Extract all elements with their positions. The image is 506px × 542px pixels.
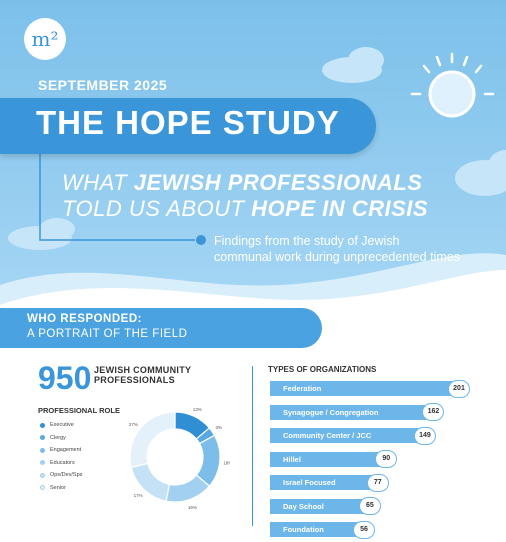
page-title: THE HOPE STUDY <box>36 104 340 141</box>
findings-text: Findings from the study of Jewish <box>214 234 400 248</box>
org-bar-label: Israel Focused <box>283 478 336 487</box>
org-bar-label: Synagogue / Congregation <box>283 407 379 417</box>
legend-item: Senior <box>40 485 66 491</box>
subtitle-bold: HOPE IN CRISIS <box>251 196 429 221</box>
org-bar-value: 162 <box>422 403 445 421</box>
sky-background <box>0 0 506 330</box>
donut-slice-label: 18% <box>223 460 230 465</box>
logo[interactable]: m² <box>24 18 66 60</box>
donut-slice-label: 3% <box>215 425 222 430</box>
legend-swatch <box>40 422 45 428</box>
legend-swatch <box>40 447 45 453</box>
donut-slice-label: 16% <box>188 505 197 510</box>
subtitle-pre: WHAT <box>62 170 134 195</box>
org-bar-value: 90 <box>375 450 398 468</box>
legend-label: Clergy <box>50 434 66 441</box>
legend-label: Educators <box>50 459 75 466</box>
org-bar-value: 56 <box>353 520 375 539</box>
legend-swatch <box>40 435 45 440</box>
legend-label: Engagement <box>50 447 82 453</box>
org-bar-value: 201 <box>448 379 470 398</box>
report-date: SEPTEMBER 2025 <box>38 77 168 93</box>
donut-slice <box>129 411 176 469</box>
divider <box>252 366 253 526</box>
subtitle-bold: JEWISH PROFESSIONALS <box>133 170 423 195</box>
org-bar-label: Federation <box>283 384 322 393</box>
legend-label: Executive <box>50 422 74 428</box>
org-bar-value: 65 <box>358 497 381 515</box>
findings-text: communal work during unprecedented times <box>214 250 460 264</box>
org-bar-label: Hillel <box>283 454 301 464</box>
legend-item: Clergy <box>40 435 66 441</box>
role-chart-title: PROFESSIONAL ROLE <box>38 406 120 415</box>
legend-item: Ops/Dev/Sps <box>40 472 82 478</box>
section-banner <box>0 308 322 348</box>
org-bar <box>270 428 426 443</box>
legend-swatch <box>40 460 45 465</box>
subtitle-pre: TOLD US ABOUT <box>62 196 252 221</box>
connector-line <box>39 150 206 245</box>
subtitle-line2: TOLD US ABOUT HOPE IN CRISIS <box>62 196 428 222</box>
section-heading: WHO RESPONDED: <box>27 313 142 325</box>
org-bar <box>270 404 435 420</box>
org-chart-title: TYPES OF ORGANIZATIONS <box>268 365 377 374</box>
org-bar <box>270 451 388 467</box>
donut-slice-label: 13% <box>193 407 202 412</box>
org-bar-label: Foundation <box>283 525 324 534</box>
legend-item: Educators <box>40 460 75 466</box>
legend-swatch <box>40 472 45 478</box>
subtitle-line1: WHAT JEWISH PROFESSIONALS <box>62 170 422 196</box>
donut-slice-label: 27% <box>129 422 138 427</box>
donut-slice-label: 17% <box>134 493 143 498</box>
title-banner <box>0 98 376 154</box>
sun-icon <box>410 52 495 118</box>
respondent-label: PROFESSIONALS <box>94 375 175 385</box>
org-bar-label: Day School <box>283 501 324 511</box>
org-bar-value: 77 <box>366 473 389 492</box>
legend-label: Ops/Dev/Sps <box>50 472 83 478</box>
legend-swatch <box>40 485 45 490</box>
org-bar <box>270 381 460 396</box>
org-bar <box>270 475 379 490</box>
org-bar <box>270 498 371 514</box>
respondent-count: 950 <box>38 360 92 396</box>
org-bar-label: Community Center / JCC <box>283 431 372 440</box>
org-bar <box>270 522 365 537</box>
role-donut-chart: 13% 3% 18% 16% 17% 27% <box>129 407 230 510</box>
legend-item: Executive <box>40 422 74 428</box>
legend-label: Senior <box>50 484 66 491</box>
org-bar-value: 149 <box>413 426 436 445</box>
section-subheading: A PORTRAIT OF THE FIELD <box>27 328 188 340</box>
respondent-label: JEWISH COMMUNITY <box>94 365 192 375</box>
legend-item: Engagement <box>40 447 81 453</box>
